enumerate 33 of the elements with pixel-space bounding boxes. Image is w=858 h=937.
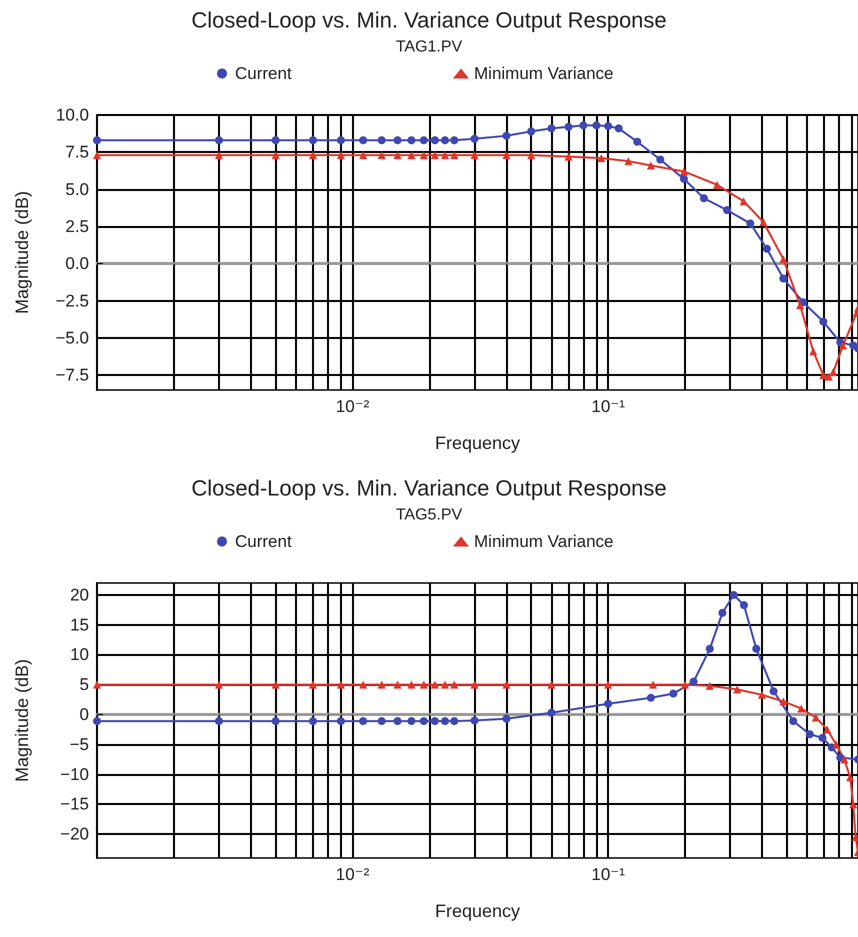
x-tick-label: 10⁻¹	[591, 397, 626, 416]
y-axis-title: Magnitude (dB)	[12, 658, 32, 782]
y-tick-label: 10.0	[56, 106, 89, 124]
y-axis-title: Magnitude (dB)	[12, 190, 32, 314]
y-tick-label: −2.5	[55, 291, 89, 310]
y-tick-label: 0	[80, 705, 89, 724]
x-axis-title: Frequency	[434, 433, 520, 453]
x-tick-label: 10⁻²	[336, 397, 370, 416]
x-tick-label: 10⁻¹	[591, 865, 626, 884]
legend-label: Minimum Variance	[474, 532, 614, 551]
chart-title: Closed-Loop vs. Min. Variance Output Response	[191, 476, 667, 500]
y-tick-label: 10	[70, 645, 89, 664]
y-tick-label: 20	[70, 585, 89, 604]
y-tick-label: 5	[80, 675, 89, 694]
y-tick-label: 15	[70, 615, 89, 634]
y-tick-label: −5	[70, 734, 89, 754]
chart-subtitle: TAG5.PV	[396, 506, 463, 524]
chart-title: Closed-Loop vs. Min. Variance Output Response	[191, 8, 667, 32]
y-tick-label: 0.0	[65, 254, 89, 274]
y-tick-label: −15	[60, 794, 89, 814]
x-tick-label: 10⁻²	[336, 865, 370, 884]
chart-subtitle: TAG1.PV	[396, 38, 463, 56]
y-tick-label: −20	[60, 824, 89, 844]
y-tick-label: 5.0	[65, 180, 89, 199]
y-tick-label: −7.5	[55, 366, 89, 385]
y-tick-label: 2.5	[65, 216, 89, 236]
y-tick-label: −10	[60, 764, 89, 784]
y-tick-label: 7.5	[65, 142, 89, 162]
legend-label: Current	[235, 532, 292, 551]
legend-label: Current	[235, 64, 292, 83]
y-tick-label: −5.0	[55, 328, 89, 348]
x-axis-title: Frequency	[434, 901, 520, 921]
legend-label: Minimum Variance	[474, 64, 614, 83]
